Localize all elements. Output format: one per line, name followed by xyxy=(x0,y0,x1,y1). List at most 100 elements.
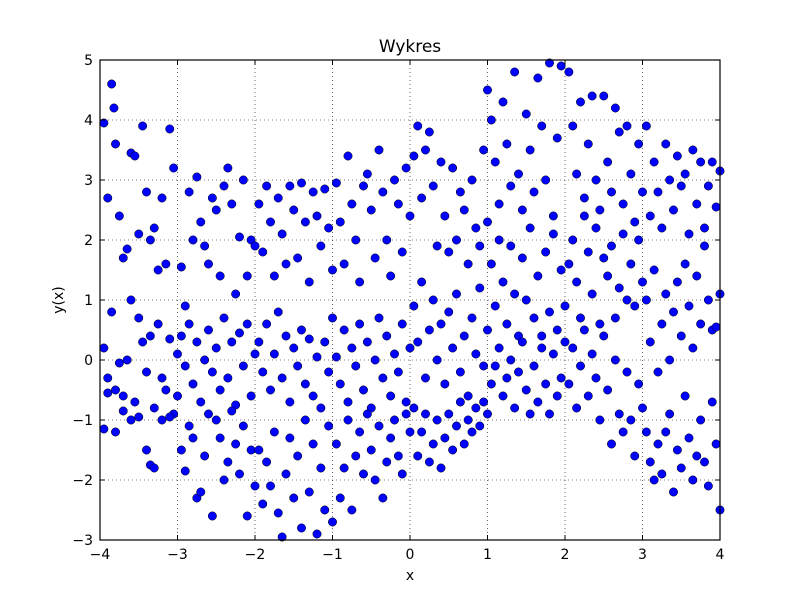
scatter-point xyxy=(541,247,551,257)
scatter-point xyxy=(335,493,345,503)
scatter-point xyxy=(130,397,140,407)
y-tick-label: 4 xyxy=(84,113,93,129)
scatter-point xyxy=(688,475,698,485)
scatter-point xyxy=(328,265,337,275)
scatter-point xyxy=(157,193,167,203)
scatter-point xyxy=(382,331,392,341)
scatter-point xyxy=(463,259,473,269)
scatter-point xyxy=(661,139,671,149)
scatter-point xyxy=(343,151,353,161)
scatter-point xyxy=(397,469,407,479)
scatter-point xyxy=(130,151,140,161)
scatter-point xyxy=(452,421,461,431)
scatter-point xyxy=(192,172,202,182)
scatter-point xyxy=(347,199,357,209)
scatter-point xyxy=(366,445,376,455)
scatter-point xyxy=(250,241,260,251)
scatter-point xyxy=(266,385,275,395)
scatter-point xyxy=(184,187,194,197)
scatter-point xyxy=(165,124,175,134)
scatter-point xyxy=(254,199,264,209)
scatter-point xyxy=(250,349,260,359)
scatter-point xyxy=(266,217,275,227)
scatter-point xyxy=(269,271,279,281)
scatter-point xyxy=(157,415,167,425)
scatter-point xyxy=(351,451,361,461)
scatter-point xyxy=(227,337,237,347)
scatter-point xyxy=(583,391,593,401)
scatter-point xyxy=(541,175,551,185)
scatter-point xyxy=(552,133,562,143)
scatter-point xyxy=(502,139,512,149)
scatter-point xyxy=(242,511,252,521)
scatter-point xyxy=(285,181,295,191)
scatter-point xyxy=(126,295,136,305)
scatter-point xyxy=(475,241,485,251)
scatter-point xyxy=(607,439,616,449)
scatter-point xyxy=(680,391,690,401)
y-axis-label: y(x) xyxy=(51,286,67,314)
scatter-point xyxy=(537,121,547,131)
scatter-point xyxy=(459,439,469,449)
scatter-point xyxy=(204,409,213,419)
y-tick-label: 0 xyxy=(84,353,93,369)
scatter-point xyxy=(111,427,120,437)
scatter-point xyxy=(521,295,531,305)
scatter-point xyxy=(424,325,434,335)
scatter-point xyxy=(417,277,427,287)
scatter-point xyxy=(300,415,310,425)
scatter-point xyxy=(479,361,489,371)
y-tick-label: −2 xyxy=(72,473,93,489)
scatter-point xyxy=(200,355,210,365)
scatter-point xyxy=(390,349,399,359)
x-tick-label: 4 xyxy=(716,547,725,563)
scatter-point xyxy=(308,187,318,197)
scatter-point xyxy=(560,301,570,311)
scatter-point xyxy=(483,217,492,227)
x-tick-label: 2 xyxy=(561,547,570,563)
scatter-point xyxy=(583,247,593,257)
scatter-point xyxy=(711,439,721,449)
scatter-point xyxy=(424,457,434,467)
scatter-point xyxy=(428,181,438,191)
scatter-point xyxy=(397,247,407,257)
scatter-point xyxy=(347,505,357,515)
scatter-point xyxy=(452,289,461,299)
scatter-point xyxy=(475,283,485,293)
scatter-point xyxy=(564,259,574,269)
scatter-point xyxy=(351,361,361,371)
scatter-point xyxy=(591,175,601,185)
scatter-point xyxy=(490,301,500,311)
scatter-point xyxy=(157,373,167,383)
scatter-point xyxy=(700,457,709,467)
scatter-point xyxy=(231,289,241,299)
scatter-point xyxy=(498,277,508,287)
scatter-point xyxy=(576,313,585,323)
x-tick-label: 1 xyxy=(483,547,492,563)
scatter-point xyxy=(405,343,415,353)
scatter-point xyxy=(297,325,306,335)
scatter-point xyxy=(324,367,334,377)
scatter-point xyxy=(568,121,578,131)
scatter-point xyxy=(227,406,237,416)
scatter-point xyxy=(548,211,558,221)
scatter-point xyxy=(111,139,120,149)
scatter-point xyxy=(211,343,221,353)
scatter-point xyxy=(277,229,287,239)
scatter-point xyxy=(343,397,353,407)
scatter-point xyxy=(610,103,620,113)
scatter-point xyxy=(324,421,334,431)
scatter-point xyxy=(215,271,225,281)
scatter-point xyxy=(483,325,492,335)
scatter-point xyxy=(382,457,392,467)
scatter-point xyxy=(328,313,337,323)
scatter-point xyxy=(641,121,651,131)
scatter-point xyxy=(103,193,113,203)
scatter-point xyxy=(331,439,341,449)
scatter-point xyxy=(111,385,120,395)
scatter-point xyxy=(401,409,411,419)
scatter-point xyxy=(645,457,655,467)
scatter-point xyxy=(541,379,551,389)
scatter-point xyxy=(661,289,671,299)
scatter-point xyxy=(359,469,368,479)
